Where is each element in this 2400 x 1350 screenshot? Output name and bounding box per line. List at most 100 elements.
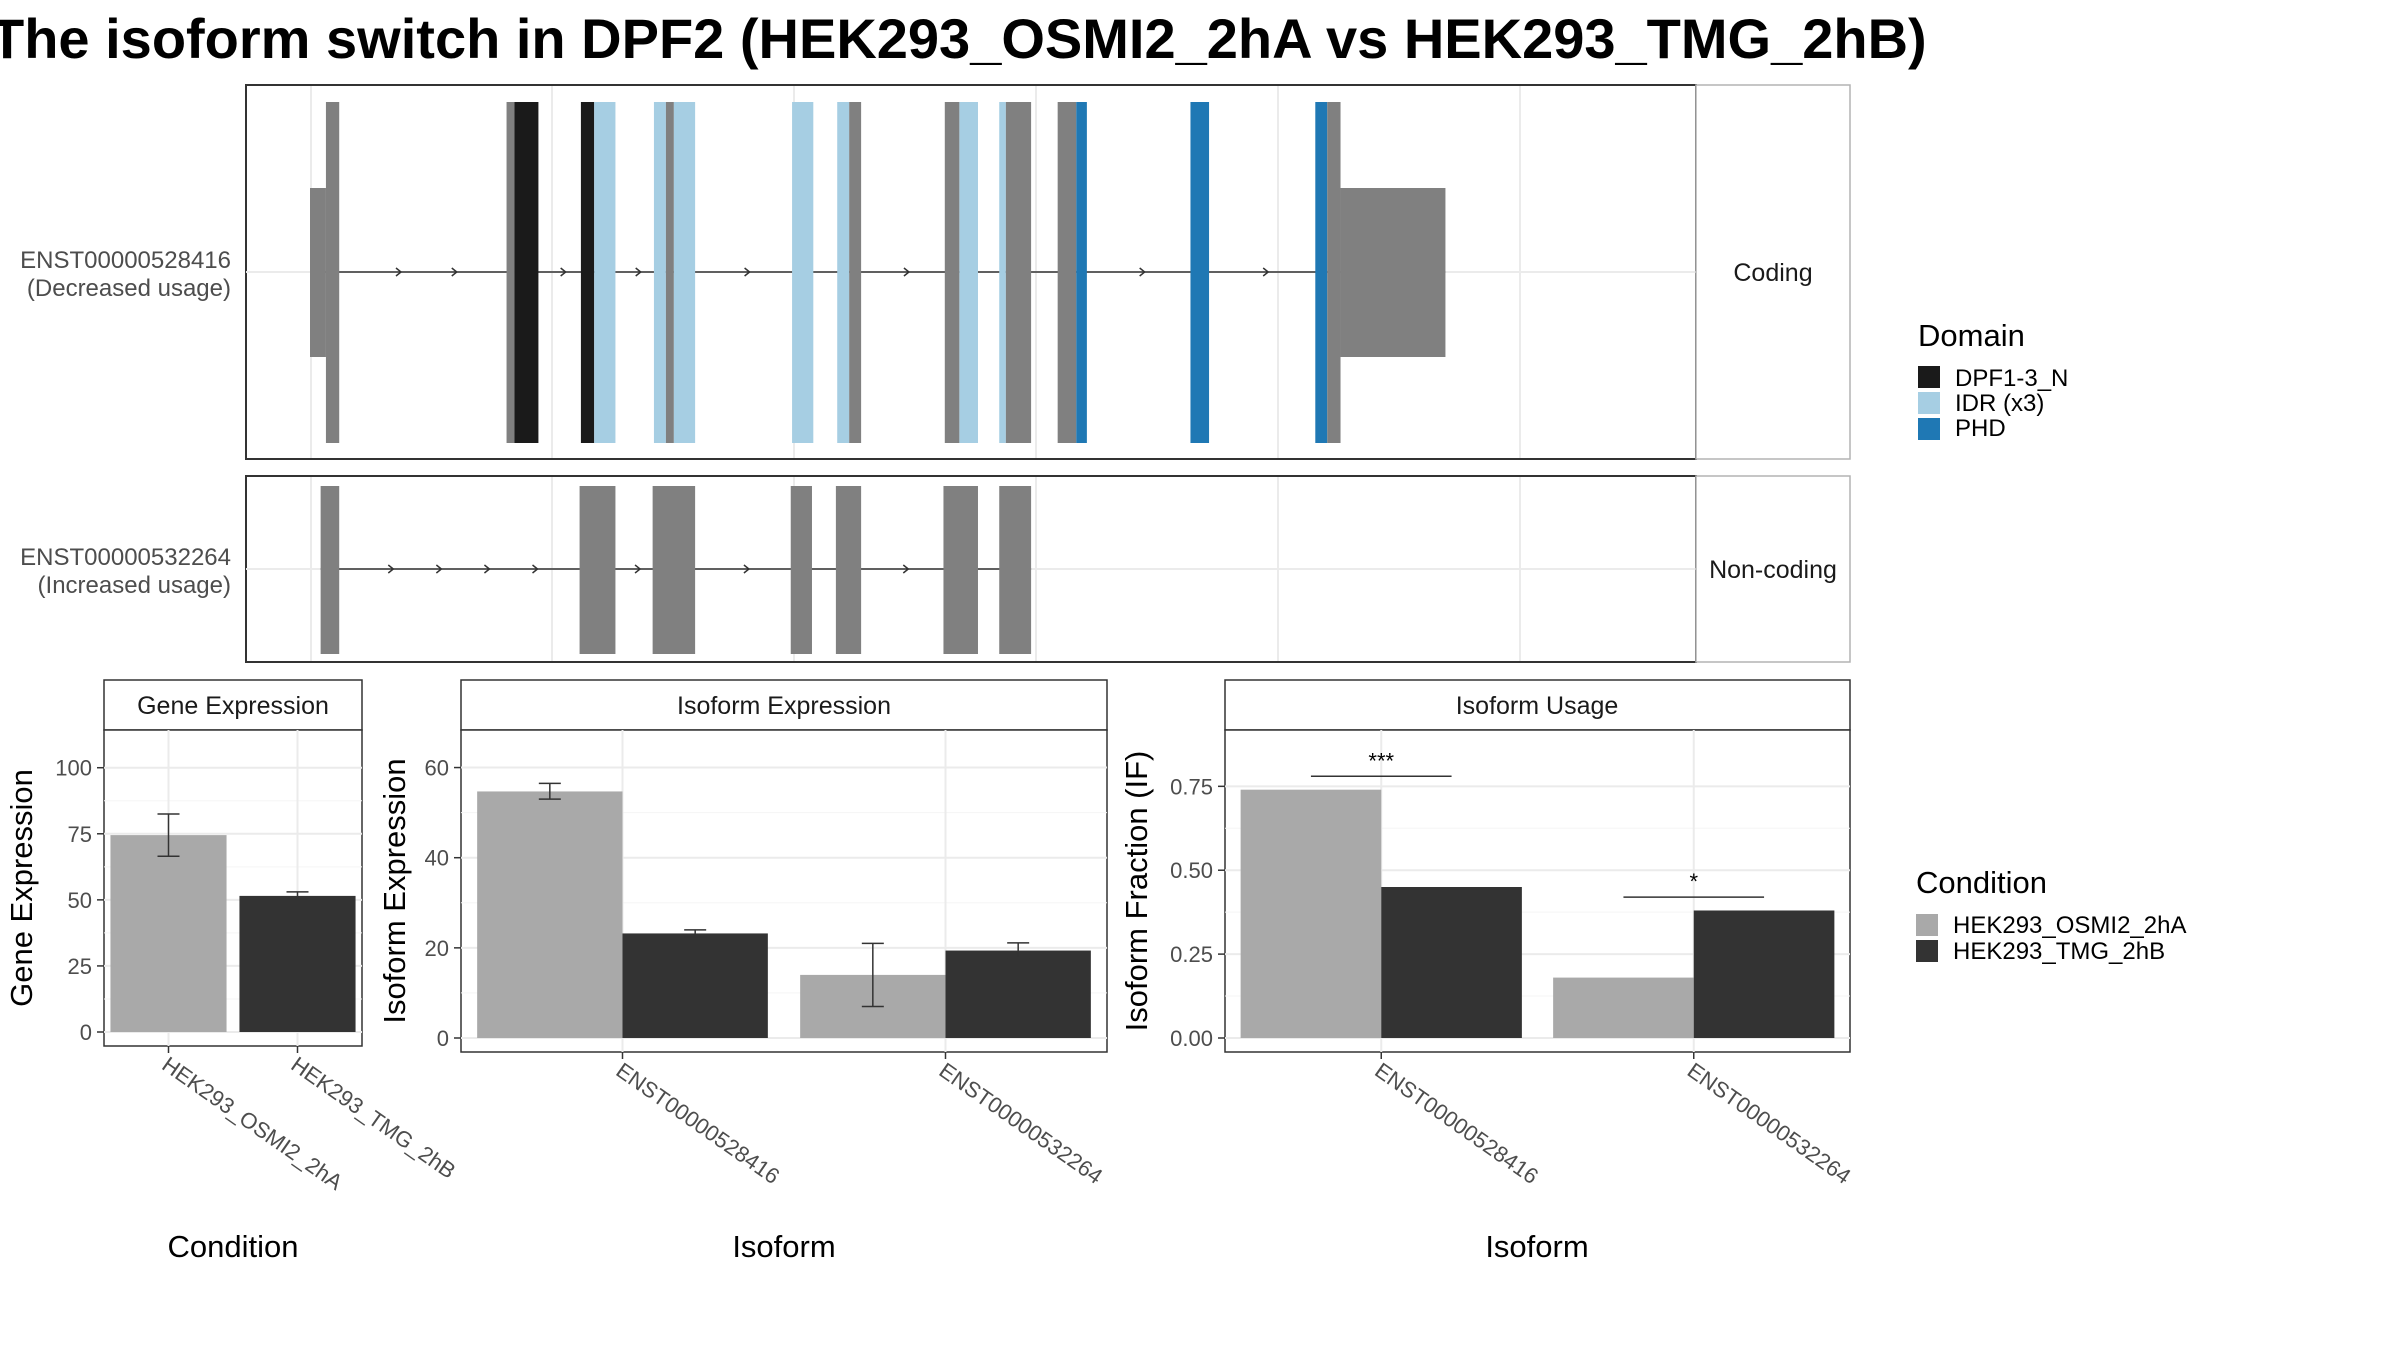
- domain-segment: [653, 102, 666, 443]
- isoform-usage-chart: Isoform Usage 0.000.250.500.75****ENST00…: [1119, 679, 1856, 1264]
- x-axis-title: Condition: [168, 1229, 299, 1264]
- y-tick-label: 0.75: [1170, 774, 1213, 799]
- domain-segment: [594, 102, 616, 443]
- domain-segment: [514, 102, 539, 443]
- y-axis-title: Isoform Fraction (IF): [1119, 751, 1154, 1032]
- intron-arrow: [743, 564, 751, 574]
- isoform-label-id: ENST00000528416: [20, 247, 231, 274]
- exon-segment: [999, 486, 1032, 654]
- condition-legend: Condition HEK293_OSMI2_2hA HEK293_TMG_2h…: [1916, 865, 2186, 965]
- domain-legend-title: Domain: [1918, 318, 2025, 353]
- y-tick-label: 25: [68, 954, 92, 979]
- legend-item: PHD: [1955, 415, 2006, 442]
- y-tick-label: 60: [425, 756, 449, 781]
- bar: [1240, 789, 1382, 1038]
- intron-arrow: [902, 564, 910, 574]
- exon-segment: [944, 102, 960, 443]
- bar: [1553, 977, 1694, 1038]
- legend-swatch: [1918, 392, 1940, 414]
- exon-segment: [665, 102, 674, 443]
- y-axis-title: Gene Expression: [4, 769, 39, 1007]
- exon-segment: [1057, 102, 1077, 443]
- significance-label: ***: [1368, 748, 1394, 773]
- strip-box: [1695, 475, 1851, 663]
- intron-arrow: [635, 267, 642, 277]
- isoform-label-usage: (Increased usage): [38, 572, 231, 599]
- legend-item: HEK293_TMG_2hB: [1953, 938, 2165, 965]
- x-tick-label: ENST00000528416: [612, 1058, 785, 1189]
- gene-expression-chart: Gene Expression 0255075100HEK293_OSMI2_2…: [4, 679, 460, 1264]
- intron-arrow: [395, 267, 403, 277]
- facet-strip: [103, 679, 363, 731]
- x-tick-label: ENST00000532264: [1683, 1058, 1856, 1189]
- transcript-panel-noncoding: Non-coding ENST00000532264 (Increased us…: [20, 475, 1851, 663]
- intron-arrow: [744, 267, 751, 277]
- x-axis-title: Isoform: [1485, 1229, 1588, 1264]
- domain-segment: [580, 102, 595, 443]
- y-tick-label: 0: [80, 1020, 92, 1045]
- intron-arrow: [903, 267, 911, 277]
- intron-arrow: [483, 564, 491, 574]
- intron-arrow: [634, 564, 642, 574]
- strip-label-noncoding: Non-coding: [1709, 556, 1837, 584]
- domain-segment: [959, 102, 978, 443]
- exon-segment: [320, 486, 340, 654]
- y-tick-label: 20: [425, 936, 449, 961]
- legend-swatch: [1918, 418, 1940, 440]
- y-axis-title: Isoform Expression: [377, 758, 412, 1023]
- y-tick-label: 0.50: [1170, 858, 1213, 883]
- domain-segment: [673, 102, 696, 443]
- intron-arrow: [387, 564, 395, 574]
- x-tick-label: ENST00000532264: [935, 1058, 1108, 1189]
- isoform-expression-chart: Isoform Expression 0 20 40 60 ENST0000052841…: [377, 679, 1108, 1264]
- domain-segment: [792, 102, 814, 443]
- y-tick-label: 0.00: [1170, 1026, 1213, 1051]
- bar: [239, 895, 356, 1032]
- exon-segment: [579, 486, 616, 654]
- y-tick-label: 75: [68, 822, 92, 847]
- facet-strip: [460, 679, 1108, 731]
- exon-segment: [790, 486, 812, 654]
- strip-box: [1695, 84, 1851, 460]
- domain-segment: [1315, 102, 1328, 443]
- significance-label: *: [1689, 869, 1698, 894]
- domain-segment: [837, 102, 850, 443]
- exon-segment: [849, 102, 862, 443]
- exon-segment: [835, 486, 862, 654]
- strip-label-coding: Coding: [1733, 259, 1812, 287]
- y-tick-label: 40: [425, 846, 449, 871]
- domain-segment: [1190, 102, 1210, 443]
- facet-strip: [1224, 679, 1851, 731]
- legend-item: DPF1-3_N: [1955, 365, 2068, 392]
- transcript-panel-coding: Coding ENST00000528416 (Decreased usage): [20, 84, 1851, 460]
- domain-legend: Domain DPF1-3_N IDR (x3) PHD: [1918, 318, 2068, 442]
- x-axis-title: Isoform: [732, 1229, 835, 1264]
- utr-segment: [310, 188, 326, 357]
- exon-segment: [325, 102, 340, 443]
- condition-legend-title: Condition: [1916, 865, 2047, 900]
- intron-arrow: [435, 564, 443, 574]
- bar: [945, 950, 1091, 1038]
- bar: [1381, 887, 1522, 1038]
- domain-segment: [1076, 102, 1087, 443]
- intron-arrow: [560, 267, 567, 277]
- y-tick-label: 0.25: [1170, 942, 1213, 967]
- figure-title: The isoform switch in DPF2 (HEK293_OSMI2…: [0, 7, 1927, 70]
- y-tick-label: 50: [68, 888, 92, 913]
- bar: [622, 933, 768, 1038]
- bar: [110, 835, 227, 1032]
- exon-segment: [943, 486, 978, 654]
- exon-segment: [506, 102, 515, 443]
- intron-arrow: [451, 267, 458, 277]
- isoform-label-id: ENST00000532264: [20, 544, 231, 571]
- legend-swatch: [1916, 940, 1938, 962]
- legend-item: IDR (x3): [1955, 390, 2044, 417]
- domain-segment: [999, 102, 1006, 443]
- legend-swatch: [1918, 366, 1940, 388]
- chart-title: Isoform Usage: [1456, 692, 1619, 720]
- transcript-structure: [310, 102, 1446, 443]
- utr-segment: [1340, 188, 1446, 357]
- transcript-structure: [320, 486, 1032, 654]
- intron-arrow: [1139, 267, 1146, 277]
